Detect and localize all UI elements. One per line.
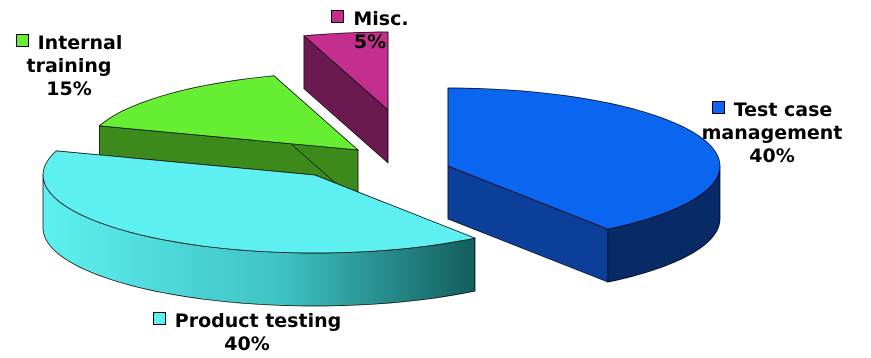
slice-label-misc-line1: Misc. [353, 8, 409, 30]
slice-label-test-case-line2: management [701, 122, 843, 144]
legend-swatch-test-case [711, 101, 725, 114]
slice-value-product-testing: 40% [224, 333, 270, 355]
slice-label-product-testing-line1: Product testing [174, 310, 342, 332]
slice-label-internal-training-line1: Internal [37, 32, 123, 54]
pie-slice-misc-top [303, 31, 389, 111]
pie-slice-product-testing [42, 150, 477, 307]
pie-slice-internal-training-top [98, 75, 360, 151]
legend-swatch-misc [331, 10, 345, 23]
pie-slice-misc [303, 31, 389, 164]
pie-slice-product-testing-top [42, 150, 477, 254]
pie-slice-test-case-top [447, 87, 721, 230]
slice-label-misc: Misc. 5% [315, 8, 425, 54]
slice-label-test-case: Test case management 40% [682, 99, 862, 168]
slice-value-test-case: 40% [749, 145, 795, 167]
slice-label-product-testing: Product testing 40% [127, 310, 367, 356]
slice-label-internal-training: Internal training 15% [0, 32, 138, 101]
legend-swatch-internal-training [15, 34, 29, 47]
slice-value-internal-training: 15% [46, 78, 92, 100]
slice-label-internal-training-line2: training [26, 55, 112, 77]
legend-swatch-product-testing [152, 312, 166, 325]
slice-label-test-case-line1: Test case [733, 99, 833, 121]
slice-value-misc: 5% [353, 31, 387, 53]
pie-slice-test-case [447, 87, 721, 283]
